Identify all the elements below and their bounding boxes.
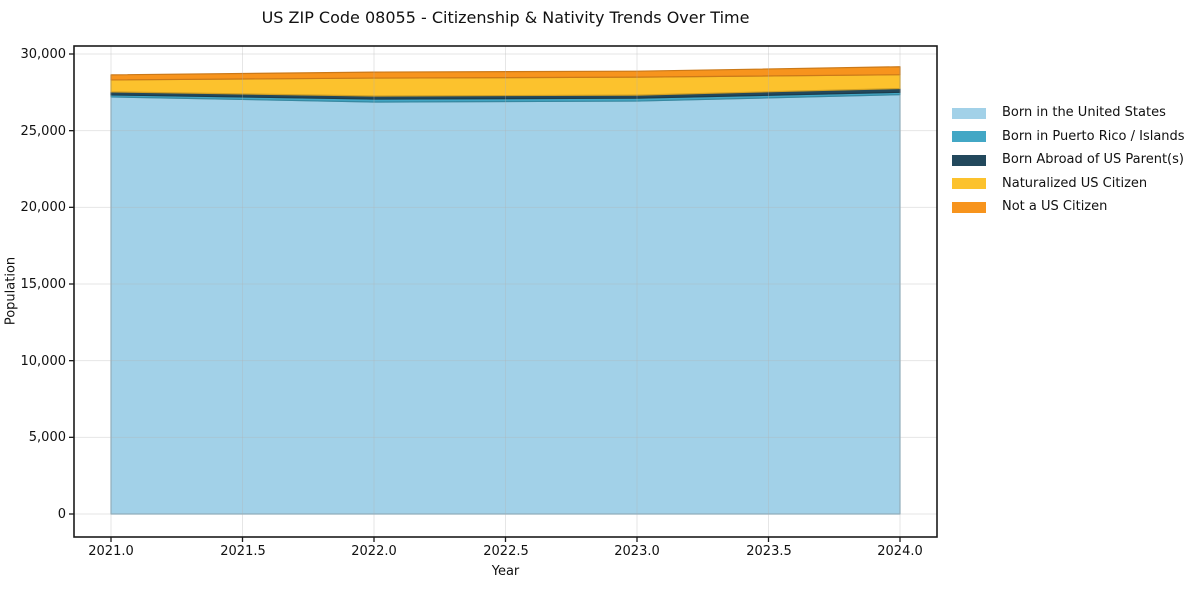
legend-label: Born in the United States: [1002, 105, 1166, 120]
x-tick-label: 2021.0: [88, 544, 134, 559]
y-tick-label: 0: [57, 507, 66, 522]
legend: Born in the United States Born in Puerto…: [952, 106, 1185, 224]
legend-entry: Born in the United States: [952, 106, 1185, 120]
x-tick-label: 2024.0: [877, 544, 923, 559]
y-axis-label: Population: [3, 256, 19, 326]
legend-label: Born Abroad of US Parent(s): [1002, 152, 1184, 167]
legend-entry: Not a US Citizen: [952, 200, 1185, 214]
y-tick-label: 25,000: [20, 124, 67, 139]
legend-label: Born in Puerto Rico / Islands: [1002, 128, 1185, 144]
x-tick-label: 2023.5: [746, 544, 792, 559]
y-tick-label: 30,000: [20, 47, 67, 62]
y-tick-label: 5,000: [28, 430, 66, 445]
legend-swatch: [952, 131, 986, 142]
y-tick-label: 20,000: [20, 200, 67, 215]
legend-swatch: [952, 107, 986, 119]
chart-title: US ZIP Code 08055 - Citizenship & Nativi…: [261, 8, 750, 27]
x-tick-label: 2021.5: [220, 544, 266, 559]
y-tick-label: 15,000: [20, 277, 67, 292]
legend-swatch: [952, 154, 986, 166]
legend-swatch: [952, 201, 986, 213]
legend-entry: Naturalized US Citizen: [952, 175, 1185, 191]
legend-label: Not a US Citizen: [1002, 199, 1108, 214]
legend-entry: Born in Puerto Rico / Islands: [952, 128, 1185, 144]
x-tick-label: 2022.0: [351, 544, 397, 559]
legend-label: Naturalized US Citizen: [1002, 175, 1148, 191]
legend-swatch: [952, 178, 986, 189]
x-tick-label: 2023.0: [614, 544, 660, 559]
x-tick-label: 2022.5: [483, 544, 529, 559]
x-axis-label: Year: [491, 564, 520, 579]
y-tick-label: 10,000: [20, 354, 67, 369]
legend-entry: Born Abroad of US Parent(s): [952, 153, 1185, 167]
